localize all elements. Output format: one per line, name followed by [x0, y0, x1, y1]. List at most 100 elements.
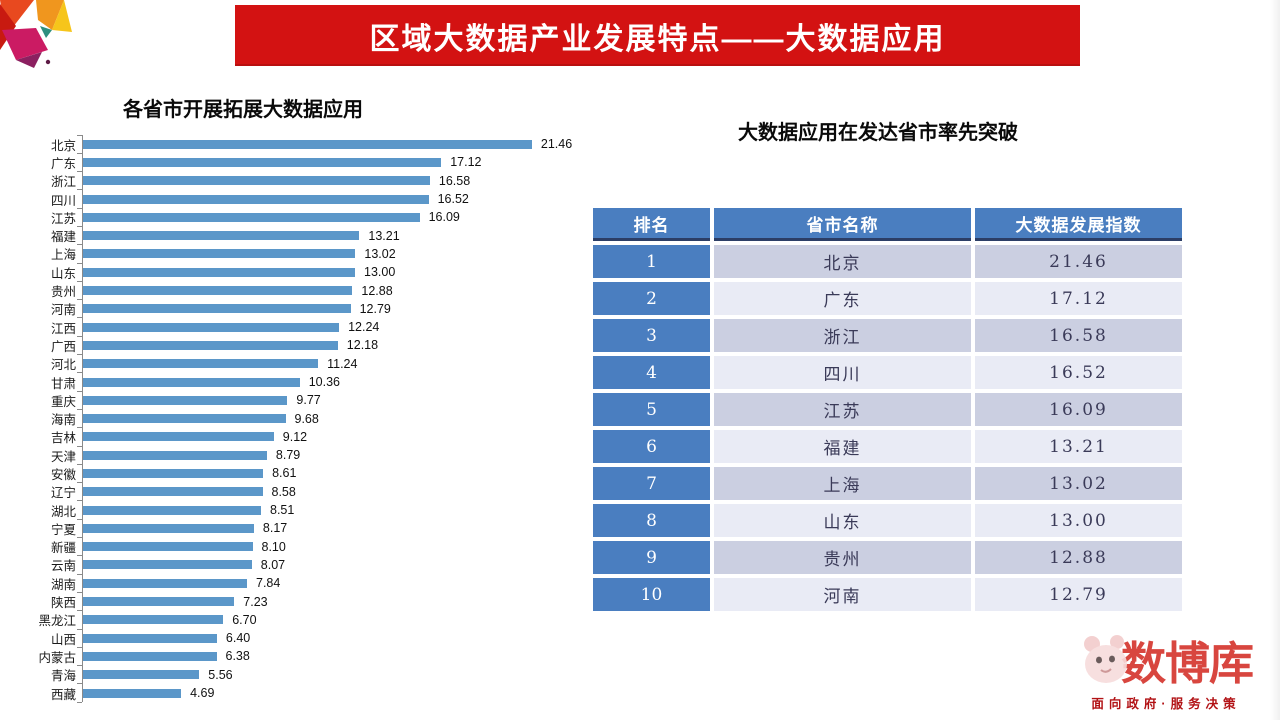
rank-cell: 1 — [593, 245, 710, 278]
index-cell: 12.79 — [975, 578, 1182, 611]
category-label: 广西 — [50, 339, 76, 354]
value-label: 8.07 — [260, 557, 286, 572]
plot-area: 6.40 — [77, 628, 590, 648]
index-cell: 16.52 — [975, 356, 1182, 389]
plot-area: 9.12 — [77, 427, 590, 447]
chart-row: 海南 9.68 — [30, 408, 590, 428]
chart-row: 浙江 16.58 — [30, 171, 590, 190]
province-cell: 北京 — [714, 245, 971, 278]
logo-row: 数博库 — [1068, 627, 1264, 692]
category-label: 海南 — [50, 413, 76, 428]
bar — [83, 194, 429, 204]
value-label: 16.52 — [437, 192, 469, 207]
slide-title: 区域大数据产业发展特点——大数据应用 — [369, 22, 946, 56]
value-label: 12.18 — [346, 338, 379, 353]
index-cell: 13.00 — [975, 504, 1182, 537]
bar — [83, 157, 442, 167]
bar — [83, 267, 355, 277]
chart-row: 甘肃 10.36 — [30, 372, 590, 392]
value-label: 7.23 — [243, 594, 268, 609]
chart-row: 河南 12.79 — [30, 299, 590, 318]
bar — [83, 670, 200, 680]
chart-row: 内蒙古 6.38 — [30, 646, 590, 666]
province-cell: 上海 — [714, 467, 971, 500]
rank-cell: 3 — [593, 319, 710, 352]
plot-area: 16.52 — [77, 189, 590, 209]
category-label: 江西 — [50, 321, 76, 336]
rank-cell: 10 — [593, 578, 710, 611]
value-label: 13.02 — [364, 246, 396, 261]
bar — [83, 286, 353, 296]
rank-cell: 9 — [593, 541, 710, 574]
rank-cell: 4 — [593, 356, 710, 389]
chart-row: 山西 6.40 — [30, 628, 590, 648]
chart-row: 广东 17.12 — [30, 152, 590, 172]
chart-row: 青海 5.56 — [30, 665, 590, 684]
bar — [83, 560, 252, 570]
value-label: 8.17 — [262, 521, 288, 536]
plot-area: 16.09 — [77, 207, 590, 227]
bar — [83, 651, 217, 661]
value-label: 17.12 — [450, 155, 482, 170]
rank-cell: 2 — [593, 282, 710, 315]
value-label: 9.77 — [296, 393, 321, 408]
chart-row: 新疆 8.10 — [30, 537, 590, 556]
chart-row: 湖北 8.51 — [30, 500, 590, 520]
bar — [83, 395, 288, 405]
category-label: 安徽 — [50, 468, 76, 482]
plot-area: 16.58 — [77, 171, 590, 190]
logo-text: 数博库 — [1120, 637, 1254, 690]
plot-area: 7.23 — [77, 591, 590, 611]
bar — [83, 340, 338, 350]
category-label: 江苏 — [50, 211, 76, 226]
index-cell: 21.46 — [975, 245, 1182, 278]
chart-row: 福建 13.21 — [30, 225, 590, 245]
index-cell: 13.02 — [975, 467, 1182, 500]
chart-row: 广西 12.18 — [30, 335, 590, 355]
table-header-cell: 排名 — [593, 208, 710, 241]
plot-area: 5.56 — [77, 665, 590, 684]
value-label: 9.68 — [294, 411, 319, 426]
category-label: 重庆 — [50, 394, 76, 409]
value-label: 6.70 — [232, 612, 257, 627]
category-label: 陕西 — [50, 596, 76, 611]
plot-area: 8.17 — [77, 518, 590, 538]
chart-row: 上海 13.02 — [30, 244, 590, 264]
chart-row: 湖南 7.84 — [30, 573, 590, 593]
plot-area: 6.70 — [77, 610, 590, 630]
plot-area: 10.36 — [77, 372, 590, 392]
title-banner: 区域大数据产业发展特点——大数据应用 — [235, 5, 1080, 66]
bar — [83, 468, 264, 478]
province-cell: 山东 — [714, 504, 971, 537]
plot-area: 8.79 — [77, 445, 590, 465]
category-label: 新疆 — [50, 541, 76, 556]
value-label: 16.58 — [438, 173, 471, 188]
bar — [83, 597, 235, 607]
bar — [83, 359, 319, 369]
value-label: 16.09 — [428, 210, 460, 225]
plot-area: 12.24 — [77, 317, 590, 337]
table-header-cell: 省市名称 — [714, 208, 971, 241]
bar — [83, 304, 351, 314]
province-cell: 河南 — [714, 578, 971, 611]
category-label: 内蒙古 — [38, 650, 76, 665]
bar — [83, 322, 340, 332]
value-label: 13.00 — [364, 265, 396, 280]
value-label: 21.46 — [540, 137, 573, 152]
chart-row: 宁夏 8.17 — [30, 518, 590, 538]
category-label: 湖北 — [50, 504, 76, 519]
chart-title: 各省市开展拓展大数据应用 — [123, 99, 363, 121]
plot-area: 8.61 — [77, 463, 590, 483]
plot-area: 13.00 — [77, 262, 590, 282]
index-cell: 16.58 — [975, 319, 1182, 352]
bar — [83, 212, 420, 222]
value-label: 8.61 — [272, 466, 297, 481]
index-cell: 16.09 — [975, 393, 1182, 426]
category-label: 广东 — [50, 156, 76, 171]
province-cell: 广东 — [714, 282, 971, 315]
chart-row: 贵州 12.88 — [30, 280, 590, 300]
category-label: 北京 — [50, 138, 76, 153]
category-label: 湖南 — [50, 577, 76, 592]
value-label: 10.36 — [308, 375, 340, 389]
chart-row: 黑龙江 6.70 — [30, 610, 590, 630]
